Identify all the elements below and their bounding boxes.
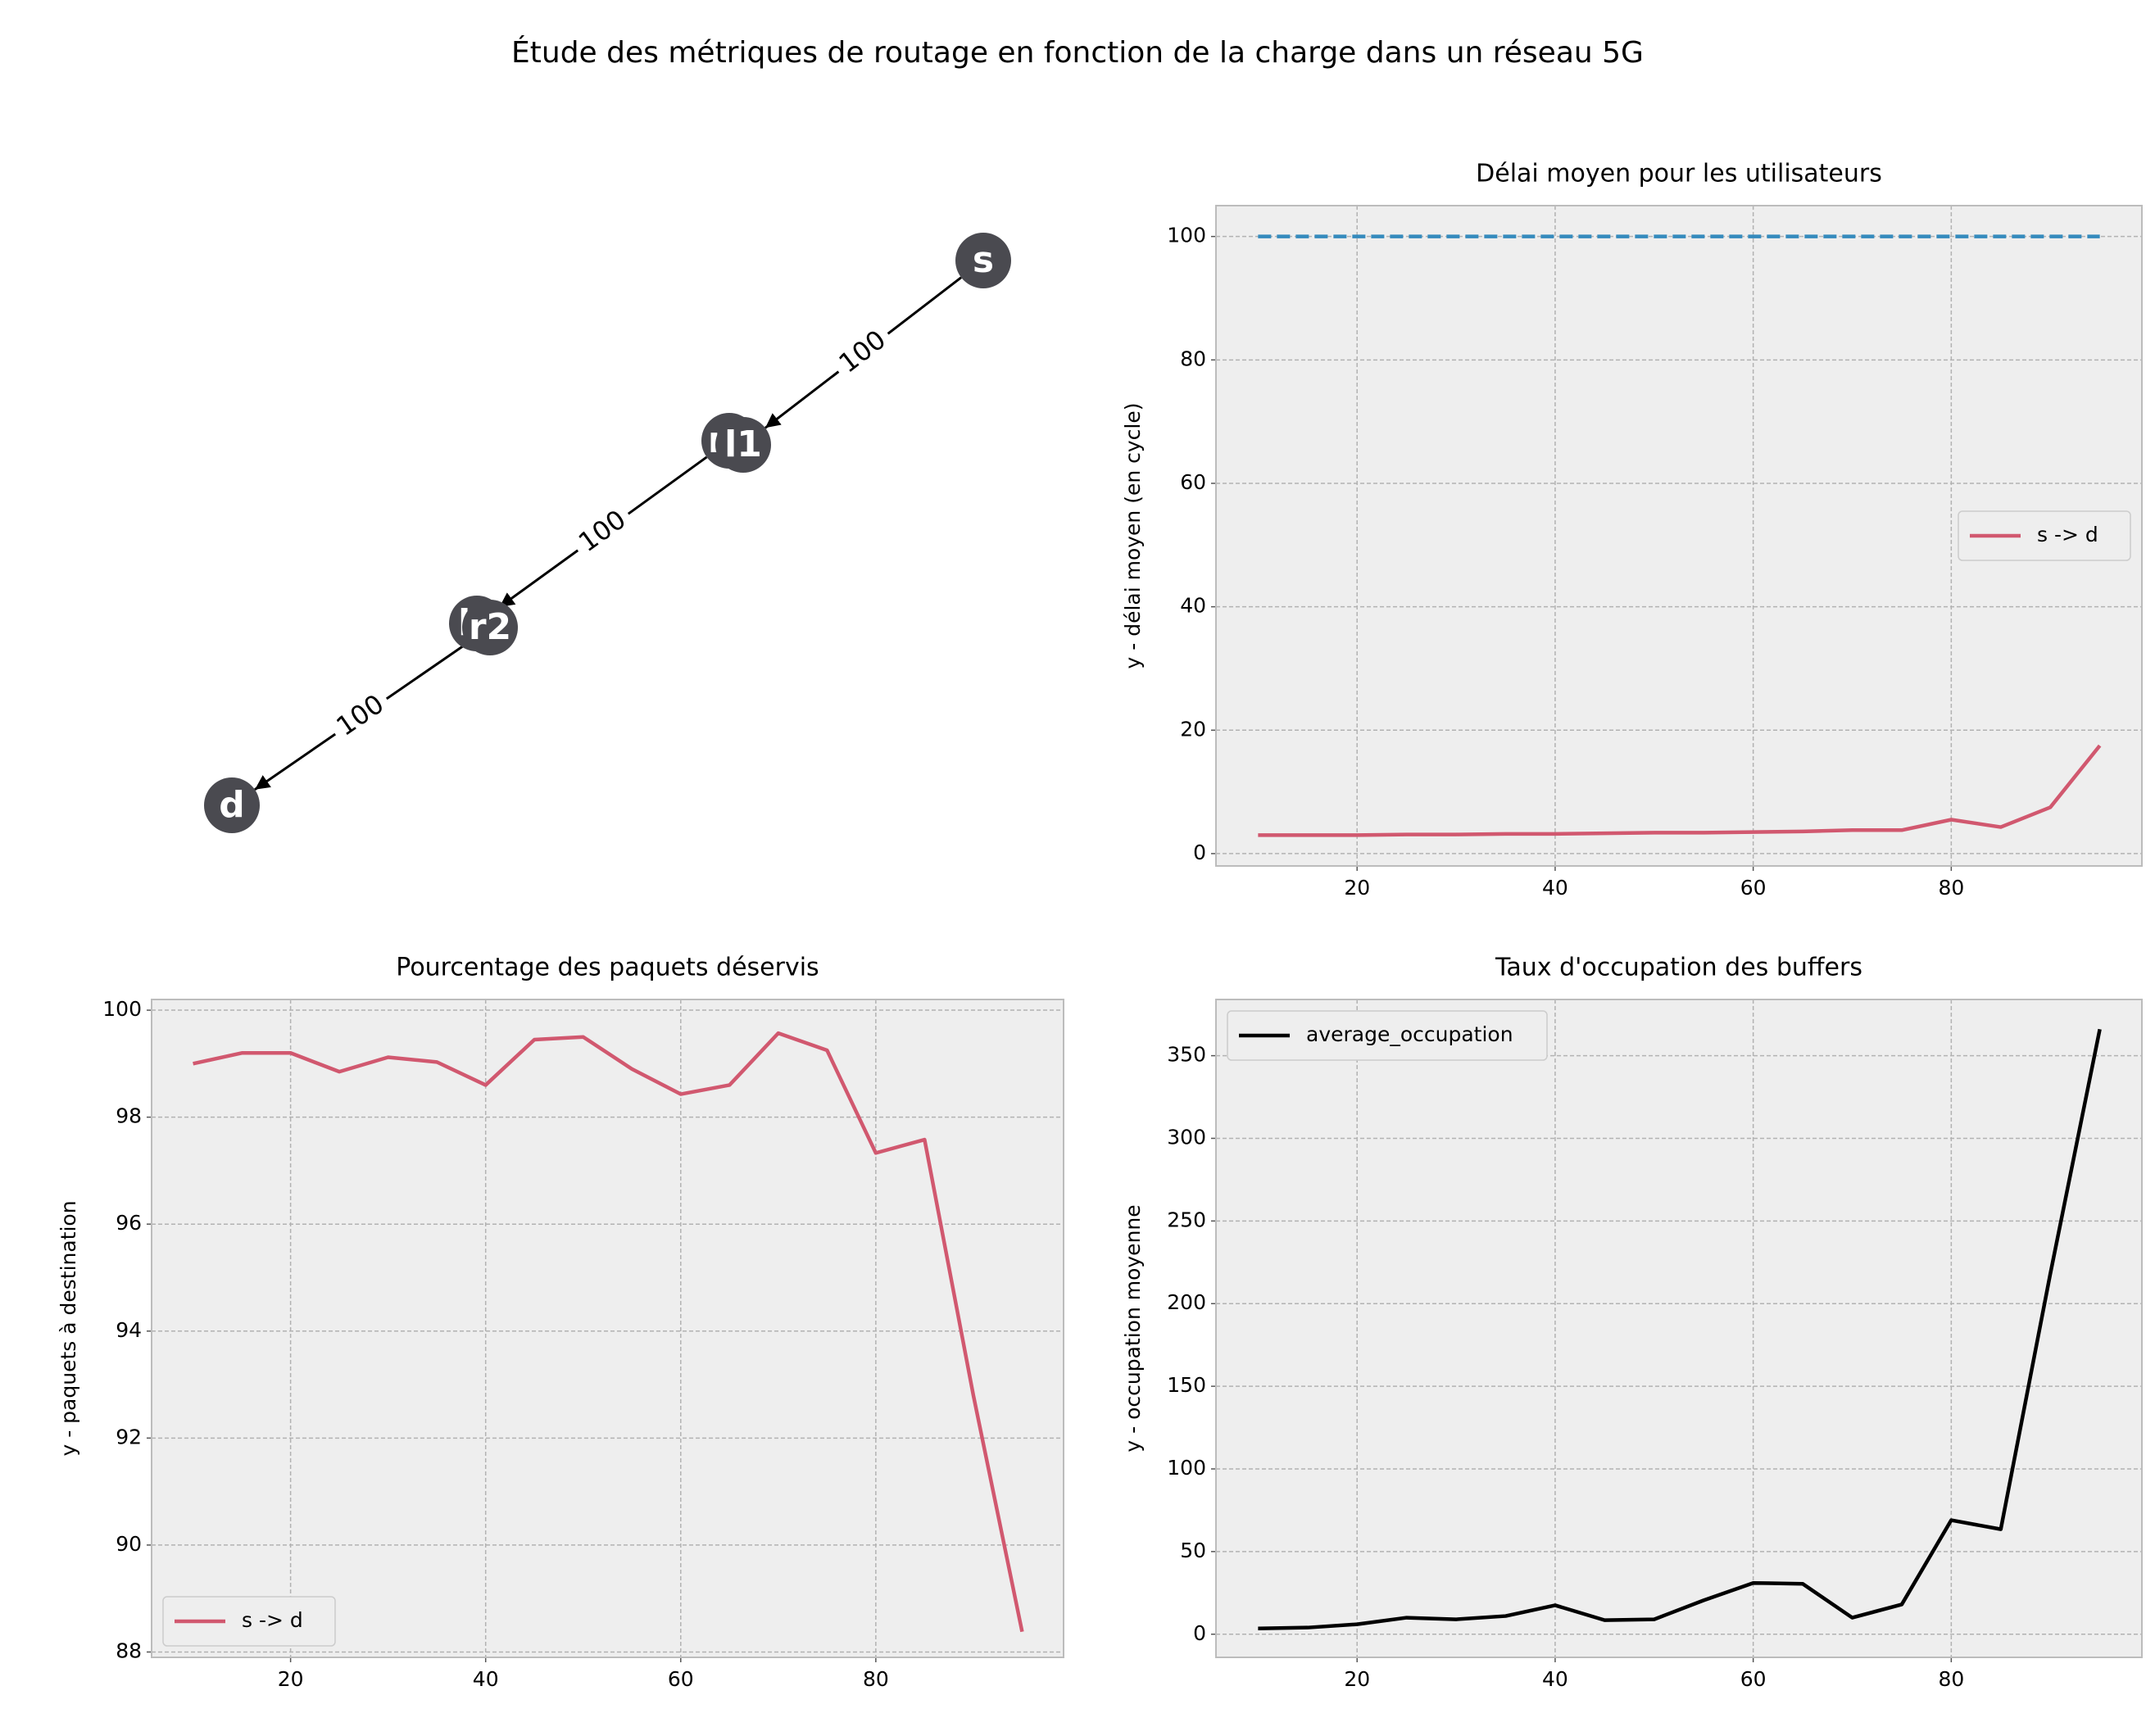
x-tick-label: 40 [1542, 876, 1568, 900]
x-tick-label: 40 [1542, 1667, 1568, 1691]
y-axis-label: y - occupation moyenne [1121, 1204, 1145, 1452]
node [204, 777, 260, 833]
y-tick-label: 92 [116, 1425, 142, 1448]
figure-title: Étude des métriques de routage en foncti… [511, 35, 1644, 70]
plot-area [1216, 999, 2142, 1657]
node-label: l1 [724, 424, 762, 465]
x-tick-label: 80 [863, 1667, 889, 1691]
plot-frame [1215, 999, 2143, 1658]
x-tick-label: 40 [473, 1667, 499, 1691]
y-tick-label: 98 [116, 1104, 142, 1128]
node [955, 233, 1011, 288]
edge-label-group: 100 [569, 501, 637, 563]
x-tick-label: 20 [1344, 876, 1370, 900]
y-tick-label: 100 [102, 997, 142, 1021]
x-tick-label: 60 [668, 1667, 694, 1691]
edge-label-group: 100 [326, 687, 396, 746]
y-tick-label: 100 [1167, 1456, 1206, 1480]
chart-title: Délai moyen pour les utilisateurs [1476, 160, 1882, 188]
node [462, 600, 518, 655]
y-axis-label: y - paquets à destination [57, 1200, 80, 1456]
y-tick-label: 94 [116, 1318, 142, 1342]
legend-box [1958, 510, 2131, 561]
y-tick-label: 300 [1167, 1125, 1206, 1149]
chart-title: Taux d'occupation des buffers [1495, 954, 1862, 982]
plot-area [152, 999, 1064, 1657]
y-tick-label: 60 [1180, 470, 1206, 494]
y-tick-label: 0 [1193, 1621, 1206, 1645]
y-tick-label: 88 [116, 1639, 142, 1662]
y-tick-label: 200 [1167, 1290, 1206, 1314]
y-tick-label: 40 [1180, 594, 1206, 618]
legend-label: average_occupation [1306, 1022, 1513, 1046]
x-tick-label: 60 [1740, 876, 1767, 900]
x-tick-label: 20 [278, 1667, 304, 1691]
y-tick-label: 50 [1180, 1539, 1206, 1562]
x-tick-label: 80 [1938, 1667, 1964, 1691]
legend-box [162, 1596, 336, 1647]
node-label: d [219, 784, 245, 826]
legend-box [1227, 1010, 1548, 1061]
series-line [1258, 744, 2102, 837]
node-label: s [973, 239, 994, 281]
y-tick-label: 20 [1180, 717, 1206, 741]
y-tick-label: 250 [1167, 1208, 1206, 1231]
y-tick-label: 90 [116, 1532, 142, 1556]
edge-label-bg [829, 322, 897, 383]
series-line [1258, 1028, 2102, 1630]
y-tick-label: 150 [1167, 1373, 1206, 1397]
edge-label-group: 100 [829, 322, 897, 383]
series-line [193, 1031, 1024, 1633]
node-label: r2 [469, 606, 511, 648]
chart-title: Pourcentage des paquets déservis [396, 954, 819, 982]
x-tick-label: 80 [1938, 876, 1964, 900]
edge-label-bg [326, 687, 396, 746]
y-tick-label: 0 [1193, 841, 1206, 864]
y-tick-label: 96 [116, 1211, 142, 1235]
node [715, 417, 771, 473]
edge-label-bg [569, 501, 637, 563]
plot-frame [1215, 205, 2143, 867]
x-tick-label: 60 [1740, 1667, 1767, 1691]
y-tick-label: 80 [1180, 347, 1206, 370]
y-axis-label: y - délai moyen (en cycle) [1121, 402, 1145, 669]
legend-label: s -> d [242, 1608, 303, 1632]
legend-label: s -> d [2037, 523, 2098, 546]
plot-frame [151, 999, 1064, 1658]
x-tick-label: 20 [1344, 1667, 1370, 1691]
y-tick-label: 350 [1167, 1043, 1206, 1067]
y-tick-label: 100 [1167, 224, 1206, 247]
